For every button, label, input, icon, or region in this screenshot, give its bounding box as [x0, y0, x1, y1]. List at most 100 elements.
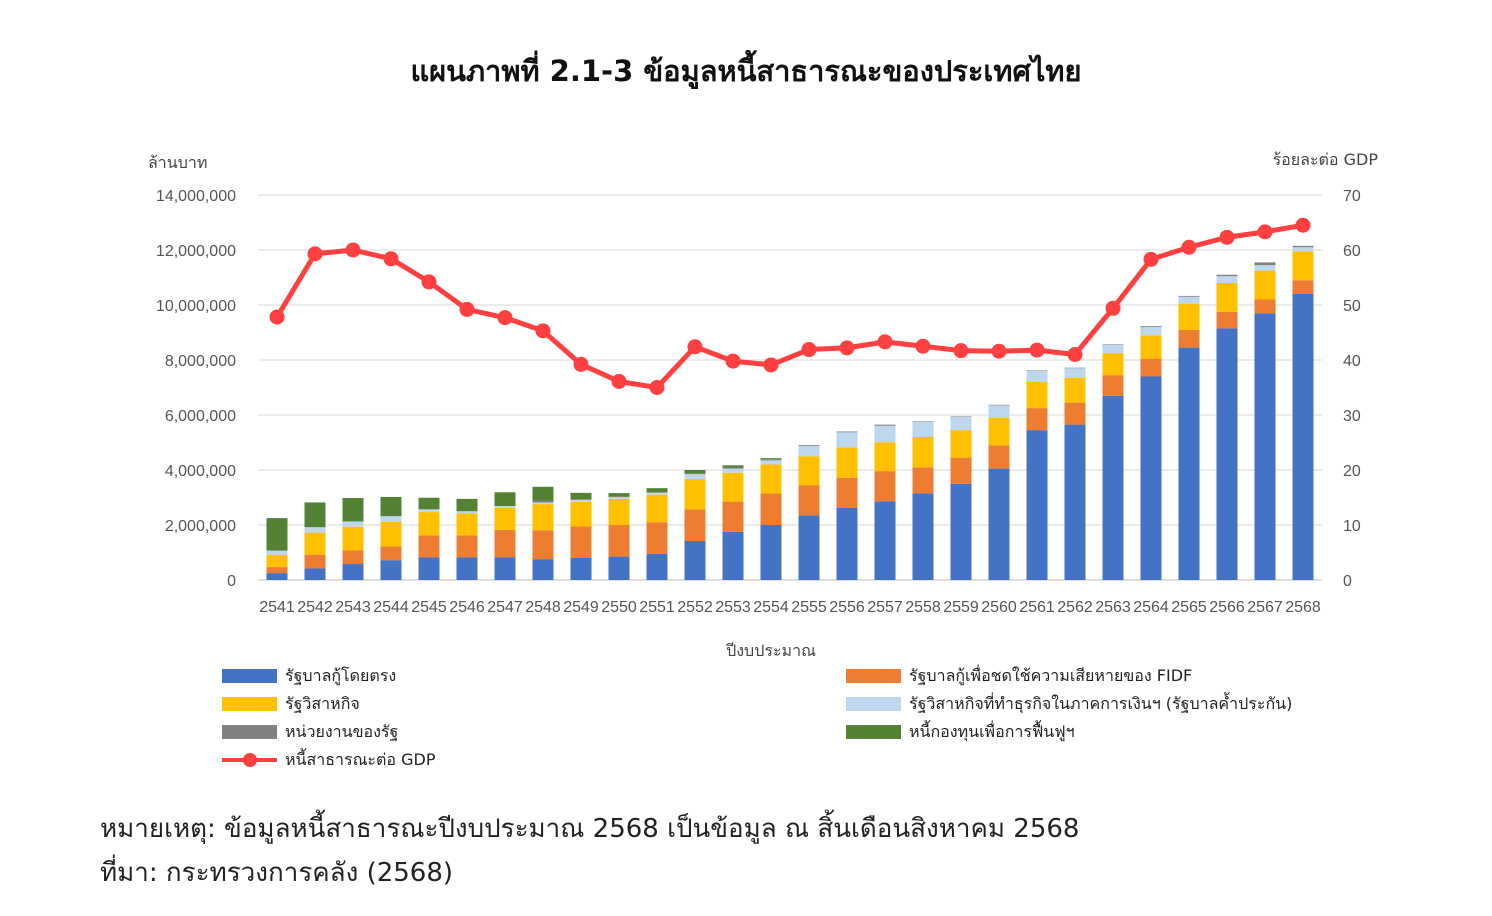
x-tick-label: 2568	[1285, 599, 1321, 616]
y-tick-label: 2,000,000	[165, 518, 236, 535]
bar-segment	[494, 506, 516, 508]
axis-layer: 0 2,000,000 4,000,000 6,000,000 8,000,000 10,…	[156, 188, 1361, 616]
bar-segment	[874, 501, 896, 580]
bar-segment	[646, 488, 668, 493]
x-tick-label: 2551	[639, 599, 675, 616]
debt-gdp-point	[953, 343, 969, 359]
legend-item-soe: รัฐวิสาหกิจ	[222, 692, 360, 716]
legend-item-direct-gov: รัฐบาลกู้โดยตรง	[222, 664, 396, 688]
debt-gdp-point	[991, 343, 1007, 359]
bar-segment	[1178, 329, 1200, 348]
bar-segment	[456, 498, 478, 512]
bar-segment	[1292, 245, 1314, 248]
y2-tick-label: 70	[1343, 188, 1361, 205]
bar-segment	[570, 499, 592, 502]
bar-segment	[1178, 296, 1200, 304]
bar-segment	[1216, 311, 1238, 329]
bar-segment	[608, 496, 630, 498]
bar-segment	[1102, 344, 1124, 345]
bar-segment	[988, 417, 1010, 446]
bar-segment	[1102, 395, 1124, 580]
bar-segment	[1140, 335, 1162, 359]
bar-segment	[684, 509, 706, 541]
bar-segment	[418, 557, 440, 580]
bar-segment	[722, 467, 744, 469]
x-tick-label: 2561	[1019, 599, 1055, 616]
x-tick-label: 2560	[981, 599, 1017, 616]
bar-segment	[456, 557, 478, 580]
bar-segment	[1102, 353, 1124, 376]
debt-gdp-point	[1143, 251, 1159, 267]
y2-tick-label: 40	[1343, 353, 1361, 370]
chart-title: แผนภาพที่ 2.1-3 ข้อมูลหนี้สาธารณะของประเ…	[410, 54, 1082, 88]
x-tick-label: 2543	[335, 599, 371, 616]
bar-segment	[304, 554, 326, 569]
bar-segment	[1178, 347, 1200, 580]
bar-segment	[760, 459, 782, 461]
bar-segment	[798, 515, 820, 580]
bar-segment	[874, 425, 896, 443]
bar-segment	[1026, 430, 1048, 580]
bar-segment	[722, 472, 744, 502]
bar-segment	[684, 474, 706, 480]
debt-gdp-point	[1219, 229, 1235, 245]
bar-segment	[1254, 270, 1276, 300]
bar-segment	[760, 458, 782, 460]
y-tick-label: 4,000,000	[165, 463, 236, 480]
x-tick-label: 2554	[753, 599, 789, 616]
bar-segment	[1254, 265, 1276, 271]
bar-segment	[304, 527, 326, 533]
source-text: ที่มา: กระทรวงการคลัง (2568)	[100, 858, 454, 888]
legend-label: รัฐวิสาหกิจ	[285, 693, 360, 713]
bar-segment	[418, 497, 440, 510]
bar-segment	[456, 511, 478, 514]
y-axis-label: ล้านบาท	[148, 153, 207, 172]
bar-segment	[532, 530, 554, 560]
x-tick-label: 2565	[1171, 599, 1207, 616]
legend-swatch	[846, 725, 901, 739]
legend-item-agency: หน่วยงานของรัฐ	[222, 720, 398, 744]
line-layer	[269, 217, 1311, 395]
legend-line-swatch	[222, 753, 277, 767]
bar-segment	[836, 477, 858, 508]
bar-segment	[304, 502, 326, 528]
y-tick-label: 14,000,000	[156, 188, 236, 205]
bar-segment	[494, 507, 516, 530]
bar-segment	[342, 521, 364, 527]
bar-segment	[1064, 424, 1086, 580]
bar-segment	[570, 526, 592, 558]
x-tick-label: 2550	[601, 599, 637, 616]
legend-swatch	[222, 669, 277, 683]
bar-segment	[646, 494, 668, 523]
legend-item-soe-finance: รัฐวิสาหกิจที่ทำธุรกิจในภาคการเงินฯ (รัฐ…	[846, 692, 1292, 716]
bar-segment	[646, 522, 668, 554]
bar-segment	[266, 550, 288, 555]
y-tick-label: 12,000,000	[156, 243, 236, 260]
bar-segment	[608, 525, 630, 557]
debt-gdp-point	[535, 323, 551, 339]
bar-segment	[532, 559, 554, 580]
bar-segment	[570, 499, 592, 500]
debt-gdp-point	[649, 380, 665, 395]
x-tick-label: 2544	[373, 599, 409, 616]
x-tick-label: 2552	[677, 599, 713, 616]
bar-segment	[988, 468, 1010, 580]
bar-segment	[836, 447, 858, 478]
bar-segment	[380, 521, 402, 547]
y2-tick-label: 30	[1343, 408, 1361, 425]
bar-segment	[418, 535, 440, 558]
debt-gdp-point	[1105, 300, 1121, 316]
bar-segment	[570, 492, 592, 500]
bar-segment	[684, 470, 706, 474]
bar-segment	[950, 416, 972, 417]
debt-gdp-point	[1257, 224, 1273, 240]
x-tick-label: 2558	[905, 599, 941, 616]
debt-gdp-point	[801, 342, 817, 358]
bar-segment	[646, 492, 668, 495]
bar-segment	[1254, 262, 1276, 266]
bar-segment	[1064, 368, 1086, 378]
bar-segment	[836, 431, 858, 433]
bar-segment	[1102, 344, 1124, 354]
bar-segment	[760, 525, 782, 580]
debt-gdp-point	[725, 353, 741, 369]
